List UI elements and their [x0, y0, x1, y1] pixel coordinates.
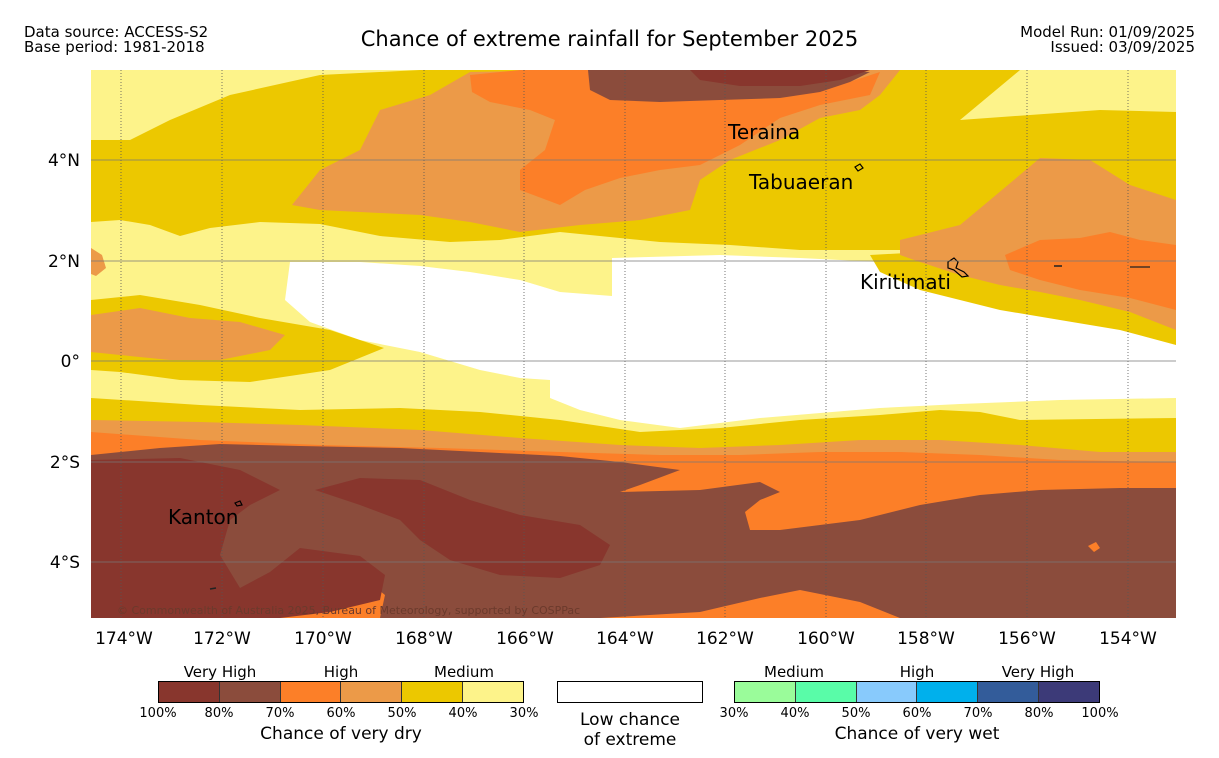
dry-swatch [402, 682, 464, 702]
copyright-credit: © Commonwealth of Australia 2025, Bureau… [117, 604, 580, 617]
very-high-dry-dark-region [91, 458, 385, 618]
lon-label: 174°W [95, 629, 153, 649]
dry-swatch [219, 682, 281, 702]
dry-tick: 50% [387, 706, 417, 721]
lon-label: 166°W [496, 629, 554, 649]
very-high-dry-dark-region-2 [315, 478, 610, 578]
lon-label: 170°W [294, 629, 352, 649]
wet-category-medium: Medium [764, 663, 824, 681]
map-title: Chance of extreme rainfall for September… [360, 27, 859, 51]
dry-swatch [280, 682, 342, 702]
very-high-dry-dark-north [690, 70, 870, 86]
dry-tick: 80% [204, 706, 234, 721]
wet-tick: 40% [780, 706, 810, 721]
lon-label: 164°W [596, 629, 654, 649]
lat-label: 2°N [48, 252, 80, 272]
dry-swatch [159, 682, 220, 702]
place-label-kanton: Kanton [168, 505, 238, 529]
lon-label: 160°W [797, 629, 855, 649]
high-dry-region-middle [91, 308, 285, 360]
dry-swatch [463, 682, 523, 702]
dry-caption: Chance of very dry [260, 724, 422, 744]
place-label-teraina: Teraina [727, 120, 800, 144]
high-dry-orange-north [470, 70, 880, 205]
high-dry-region-west-edge [91, 248, 106, 276]
low-chance-line1: Low chance [580, 710, 680, 730]
wet-tick: 30% [719, 706, 749, 721]
dry-colorbar [158, 681, 524, 703]
lat-label: 4°S [50, 553, 80, 573]
wet-tick: 70% [963, 706, 993, 721]
dry-tick: 70% [265, 706, 295, 721]
lon-label: 168°W [395, 629, 453, 649]
dry-swatch [341, 682, 403, 702]
wet-swatch [795, 682, 857, 702]
wet-category-high: High [899, 663, 935, 681]
issued-text: Issued: 03/09/2025 [1050, 38, 1195, 56]
wet-swatch [1039, 682, 1099, 702]
wet-swatch [917, 682, 979, 702]
lon-label: 158°W [897, 629, 955, 649]
place-label-tabuaeran: Tabuaeran [748, 170, 853, 194]
dry-tick: 30% [509, 706, 539, 721]
lon-label: 154°W [1099, 629, 1157, 649]
place-label-kiritimati: Kiritimati [860, 270, 951, 294]
low-chance-line2: of extreme [583, 730, 677, 750]
wet-tick: 80% [1024, 706, 1054, 721]
wet-colorbar [734, 681, 1100, 703]
dry-category-high: High [323, 663, 359, 681]
dry-tick: 60% [326, 706, 356, 721]
wet-swatch [856, 682, 918, 702]
wet-tick: 100% [1081, 706, 1119, 721]
high-dry-patch-se [1088, 542, 1100, 552]
lon-label: 172°W [193, 629, 251, 649]
lat-label: 4°N [48, 151, 80, 171]
low-chance-swatch [557, 681, 703, 703]
kanton-island [234, 500, 243, 507]
high-dry-orange-east [1005, 232, 1176, 310]
lon-label: 162°W [696, 629, 754, 649]
lat-label: 2°S [50, 453, 80, 473]
lon-gridlines [120, 70, 1129, 618]
wet-category-very-high: Very High [1001, 663, 1075, 681]
wet-caption: Chance of very wet [834, 724, 1000, 744]
tabuaeran-island [854, 163, 864, 172]
data-source-text: Data source: ACCESS-S2 [24, 23, 209, 41]
low-chance-caption: Low chance of extreme [540, 710, 720, 750]
model-run-text: Model Run: 01/09/2025 [1020, 23, 1195, 41]
kiritimati-island [947, 257, 970, 278]
dry-tick: 40% [448, 706, 478, 721]
lat-gridlines [91, 159, 1176, 563]
dry-category-medium: Medium [434, 663, 494, 681]
lat-label: 0° [61, 352, 80, 372]
lon-label: 156°W [998, 629, 1056, 649]
wet-swatch [978, 682, 1040, 702]
base-period-text: Base period: 1981-2018 [24, 38, 205, 56]
wet-swatch [735, 682, 796, 702]
wet-tick: 60% [902, 706, 932, 721]
wet-tick: 50% [841, 706, 871, 721]
dry-category-very-high: Very High [183, 663, 257, 681]
dry-tick: 100% [139, 706, 177, 721]
